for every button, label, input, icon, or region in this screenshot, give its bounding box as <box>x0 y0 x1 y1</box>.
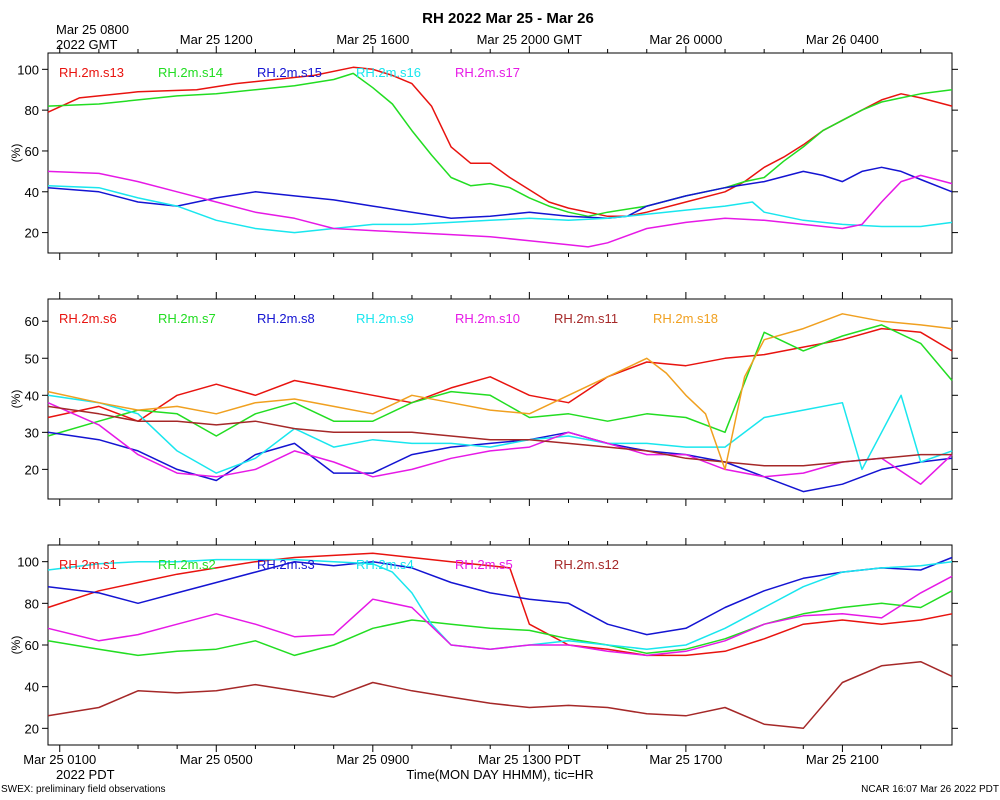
top-axis-tick-label: Mar 26 0000 <box>649 32 722 47</box>
y-axis-label: (%) <box>9 636 23 655</box>
plot-frame <box>47 298 953 500</box>
series-line-RH-2m-s1 <box>47 552 953 657</box>
plot-frame <box>47 544 953 746</box>
bottom-axis-tick-label: Mar 25 1700 <box>649 752 722 767</box>
legend-label: RH.2m.s13 <box>59 65 124 80</box>
y-tick-label: 40 <box>25 185 39 200</box>
series-line-RH-2m-s12 <box>47 660 953 730</box>
plot-frame <box>47 52 953 254</box>
series-line-RH-2m-s15 <box>47 166 953 220</box>
y-tick-label: 100 <box>17 555 39 570</box>
legend-label: RH.2m.s3 <box>257 557 315 572</box>
y-tick-label: 100 <box>17 62 39 77</box>
series-line-RH-2m-s9 <box>47 394 953 474</box>
y-tick-label: 20 <box>25 226 39 241</box>
y-tick-label: 40 <box>25 680 39 695</box>
legend-label: RH.2m.s8 <box>257 311 315 326</box>
series-line-RH-2m-s2 <box>47 590 953 657</box>
y-tick-label: 20 <box>25 462 39 477</box>
y-tick-label: 80 <box>25 596 39 611</box>
bottom-axis-tick-label: Mar 25 0100 <box>23 752 96 767</box>
series-line-RH-2m-s8 <box>47 431 953 493</box>
top-axis-tick-label: Mar 25 2000 GMT <box>477 32 583 47</box>
legend-label: RH.2m.s14 <box>158 65 223 80</box>
panel-top: 20 40 60 80 100 (%) RH.2m.s13 RH.2m.s14 RH.2m.s1… <box>9 46 958 260</box>
legend-label: RH.2m.s15 <box>257 65 322 80</box>
bottom-axis-tick-label: Mar 25 2100 <box>806 752 879 767</box>
legend-label: RH.2m.s2 <box>158 557 216 572</box>
series-line-RH-2m-s18 <box>47 313 953 471</box>
top-axis-tick-label: Mar 26 0400 <box>806 32 879 47</box>
legend-label: RH.2m.s12 <box>554 557 619 572</box>
series-line-RH-2m-s10 <box>47 402 953 485</box>
series-line-RH-2m-s17 <box>47 170 953 248</box>
y-tick-label: 60 <box>25 638 39 653</box>
y-tick-label: 50 <box>25 351 39 366</box>
x-axis-title: Time(MON DAY HHMM), tic=HR <box>406 767 593 782</box>
y-axis-label: (%) <box>9 144 23 163</box>
series-line-RH-2m-s5 <box>47 575 953 657</box>
bottom-axis-tick-label: Mar 25 0500 <box>180 752 253 767</box>
bottom-axis-labels: Mar 25 0100 Mar 25 0500 Mar 25 0900 Mar 25 … <box>23 752 879 767</box>
top-axis-labels: Mar 25 1200 Mar 25 1600 Mar 25 2000 GMT Mar… <box>180 32 879 47</box>
series-line-RH-2m-s14 <box>47 72 953 218</box>
legend-label: RH.2m.s9 <box>356 311 414 326</box>
legend-label: RH.2m.s7 <box>158 311 216 326</box>
legend-label: RH.2m.s17 <box>455 65 520 80</box>
y-tick-label: 20 <box>25 721 39 736</box>
series-line-RH-2m-s3 <box>47 556 953 636</box>
series-line-RH-2m-s6 <box>47 327 953 422</box>
y-tick-label: 80 <box>25 103 39 118</box>
top-axis-tick-label: Mar 25 1600 <box>336 32 409 47</box>
footer-right-note: NCAR 16:07 Mar 26 2022 PDT <box>861 784 999 795</box>
legend-label: RH.2m.s16 <box>356 65 421 80</box>
legend-label: RH.2m.s10 <box>455 311 520 326</box>
bottom-axis-tick-label: Mar 25 1300 PDT <box>478 752 581 767</box>
bottom-axis-tick-label: Mar 25 0900 <box>336 752 409 767</box>
y-tick-label: 40 <box>25 388 39 403</box>
top-axis-first-label-line2: 2022 GMT <box>56 37 117 52</box>
y-tick-label: 60 <box>25 314 39 329</box>
bottom-axis-year-label: 2022 PDT <box>56 767 115 782</box>
legend-label: RH.2m.s4 <box>356 557 414 572</box>
y-axis-label: (%) <box>9 390 23 409</box>
legend-label: RH.2m.s11 <box>554 311 618 326</box>
panel-middle: 20 30 40 50 60 (%) RH.2m.s6 RH.2m.s7 RH.2m.s8 RH.… <box>9 292 958 506</box>
legend-label: RH.2m.s5 <box>455 557 513 572</box>
series-line-RH-2m-s7 <box>47 324 953 437</box>
y-tick-label: 30 <box>25 425 39 440</box>
legend-label: RH.2m.s1 <box>59 557 117 572</box>
y-tick-label: 60 <box>25 144 39 159</box>
series-line-RH-2m-s11 <box>47 405 952 467</box>
panel-bottom: 20 40 60 80 100 (%) RH.2m.s1 RH.2m.s2 RH.2m.s3 RH… <box>9 538 958 752</box>
footer-left-note: SWEX: preliminary field observations <box>1 784 166 795</box>
top-axis-first-label-line1: Mar 25 0800 <box>56 22 129 37</box>
chart-title: RH 2022 Mar 25 - Mar 26 <box>422 10 594 27</box>
series-line-RH-2m-s16 <box>47 184 953 234</box>
top-axis-tick-label: Mar 25 1200 <box>180 32 253 47</box>
legend-label: RH.2m.s6 <box>59 311 117 326</box>
legend-label: RH.2m.s18 <box>653 311 718 326</box>
